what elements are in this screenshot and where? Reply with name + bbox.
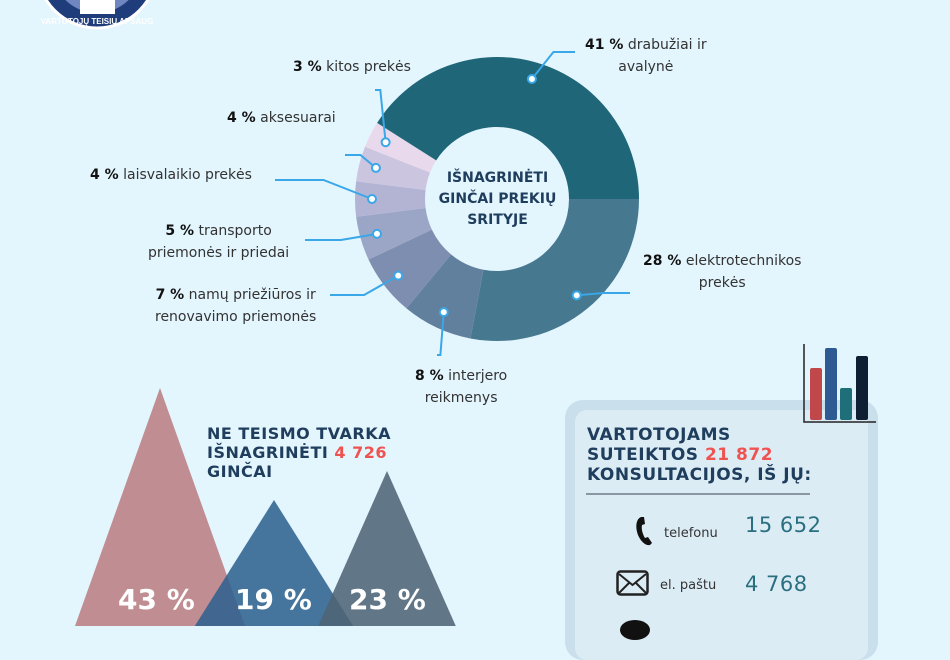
- donut-slice: [377, 57, 639, 199]
- heading-line: VARTOTOJAMS: [587, 425, 731, 445]
- third-icon: [620, 620, 650, 640]
- heading-line: SUTEIKTOS 21 872: [587, 445, 774, 465]
- label-namu: 7 % namų priežiūros ir renovavimo priemon…: [155, 287, 317, 325]
- donut-chart: [275, 51, 639, 356]
- bar-chart-icon: [803, 344, 876, 423]
- percent-23: 23 %: [349, 583, 426, 616]
- leader-line: [531, 51, 575, 80]
- leader-dot: [371, 228, 382, 239]
- leader-line: [375, 89, 387, 143]
- donut-slice: [406, 254, 484, 339]
- donut-slice: [355, 181, 426, 217]
- triangle-43: [75, 388, 245, 626]
- leader-dot: [370, 162, 381, 173]
- leader-line: [437, 312, 445, 356]
- center-line: IŠNAGRINĖTI: [446, 170, 549, 186]
- envelope-icon: [616, 570, 649, 596]
- consultations-heading: VARTOTOJAMS SUTEIKTOS 21 872 KONSULTACIJ…: [587, 425, 812, 485]
- label-elektrotechnikos: 28 % elektrotechnikos prekės: [643, 253, 802, 291]
- heading-line: IŠNAGRINĖTI 4 726: [207, 443, 388, 462]
- label-laisvalaikio: 4 % laisvalaikio prekės: [90, 167, 252, 183]
- leader-line: [330, 274, 399, 296]
- heading-line: KONSULTACIJOS, IŠ JŲ:: [587, 465, 812, 485]
- donut-slice: [470, 199, 639, 341]
- disputes-heading: NE TEISMO TVARKA IŠNAGRINĖTI 4 726 GINČA…: [207, 424, 391, 481]
- leader-dot: [367, 194, 377, 204]
- heading-line: NE TEISMO TVARKA: [207, 424, 391, 443]
- leader-dot: [526, 73, 537, 84]
- leader-line: [305, 232, 378, 241]
- phone-icon: [636, 517, 652, 546]
- label-transporto: 5 % transporto priemonės ir priedai: [148, 223, 290, 261]
- disputes-triangles: [75, 388, 456, 626]
- center-line: SRITYJE: [467, 212, 528, 228]
- leader-line: [345, 154, 377, 169]
- leader-dot: [393, 270, 404, 281]
- triangle-19: [194, 500, 354, 626]
- triangle-23: [318, 471, 456, 626]
- divider: [586, 493, 810, 495]
- label-drabuziai: 41 % drabužiai ir avalynė: [585, 37, 707, 75]
- donut-center-title: IŠNAGRINĖTI GINČAI PREKIŲ SRITYJE: [425, 168, 570, 231]
- leader-dot: [380, 137, 391, 148]
- donut-slice: [356, 146, 431, 190]
- leader-line: [275, 179, 373, 200]
- logo: VARTOTOJŲ TEISIŲ APSAUG: [41, 0, 154, 30]
- label-interjero: 8 % interjero reikmenys: [415, 368, 508, 406]
- label-aksesuarai: 4 % aksesuarai: [227, 110, 336, 126]
- email-value: 4 768: [745, 572, 808, 596]
- label-kitos: 3 % kitos prekės: [293, 59, 411, 75]
- percent-43: 43 %: [118, 583, 195, 616]
- phone-label: telefonu: [664, 526, 718, 541]
- phone-value: 15 652: [745, 513, 822, 537]
- donut-slice: [364, 122, 437, 173]
- center-line: GINČAI PREKIŲ: [438, 191, 557, 207]
- donut-slice: [368, 229, 452, 309]
- consultations-count: 21 872: [704, 445, 774, 465]
- leader-dot: [438, 307, 449, 318]
- donut-slice: [356, 208, 432, 260]
- heading-line: GINČAI: [207, 462, 273, 481]
- consultations-card: [565, 400, 878, 660]
- disputes-count: 4 726: [334, 443, 388, 462]
- percent-19: 19 %: [235, 583, 312, 616]
- svg-text:VARTOTOJŲ TEISIŲ APSAUG: VARTOTOJŲ TEISIŲ APSAUG: [41, 17, 154, 26]
- leader-line: [576, 292, 630, 297]
- email-label: el. paštu: [660, 578, 717, 593]
- leader-dot: [571, 290, 582, 301]
